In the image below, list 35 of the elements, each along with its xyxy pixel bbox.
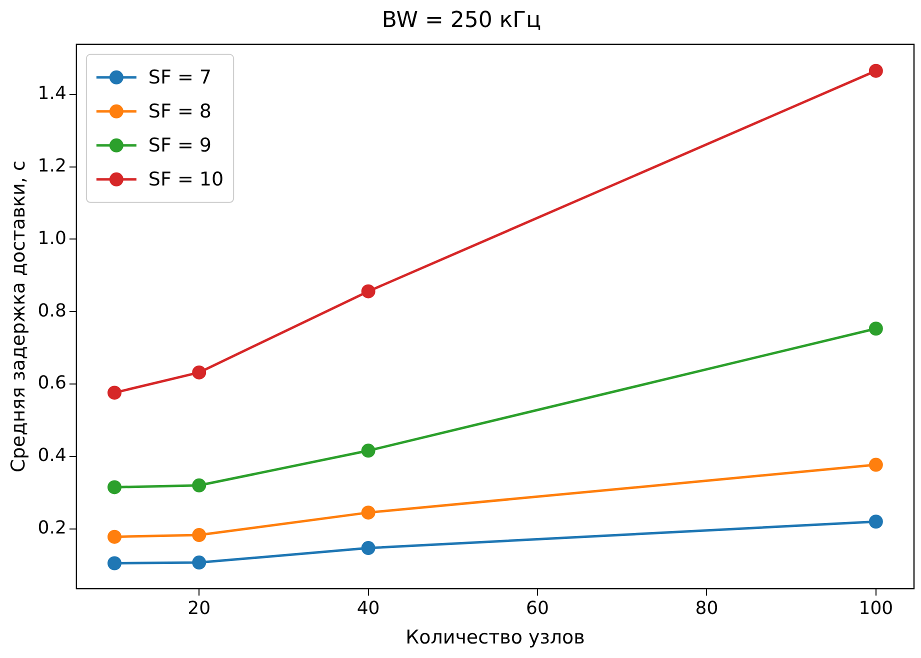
x-tick-label: 20 xyxy=(188,598,211,620)
y-tick-label: 1.2 xyxy=(38,155,66,176)
point xyxy=(192,365,206,380)
x-tick-label: 80 xyxy=(695,598,718,620)
legend-label: SF = 8 xyxy=(148,100,212,122)
point xyxy=(192,478,206,492)
point xyxy=(868,458,883,472)
point xyxy=(868,514,883,529)
y-tick-label: 0.8 xyxy=(38,300,66,322)
x-tick-label: 40 xyxy=(356,598,380,620)
x-axis-title: Количество узлов xyxy=(406,626,585,649)
point xyxy=(361,506,376,520)
point xyxy=(361,284,376,298)
point xyxy=(108,386,122,400)
legend-label: SF = 10 xyxy=(148,168,224,190)
legend-label: SF = 9 xyxy=(148,134,212,156)
point xyxy=(868,322,883,336)
y-axis-title: Средняя задержка доставки, с xyxy=(7,160,30,472)
y-tick-label: 0.6 xyxy=(38,372,66,394)
y-tick-label: 1.0 xyxy=(38,228,66,249)
y-tick-label: 1.4 xyxy=(38,83,66,104)
point xyxy=(108,556,122,570)
point xyxy=(108,480,122,494)
y-tick-label: 0.2 xyxy=(38,518,66,539)
point xyxy=(361,541,376,556)
point xyxy=(361,444,376,458)
y-tick-label: 0.4 xyxy=(38,445,66,466)
x-tick-label: 100 xyxy=(858,598,894,620)
legend-label: SF = 7 xyxy=(148,66,212,88)
point xyxy=(108,530,122,544)
point xyxy=(868,64,883,78)
point xyxy=(192,528,206,542)
x-tick-label: 60 xyxy=(526,598,549,620)
chart-title: BW = 250 кГц xyxy=(382,8,542,33)
point xyxy=(192,556,206,570)
